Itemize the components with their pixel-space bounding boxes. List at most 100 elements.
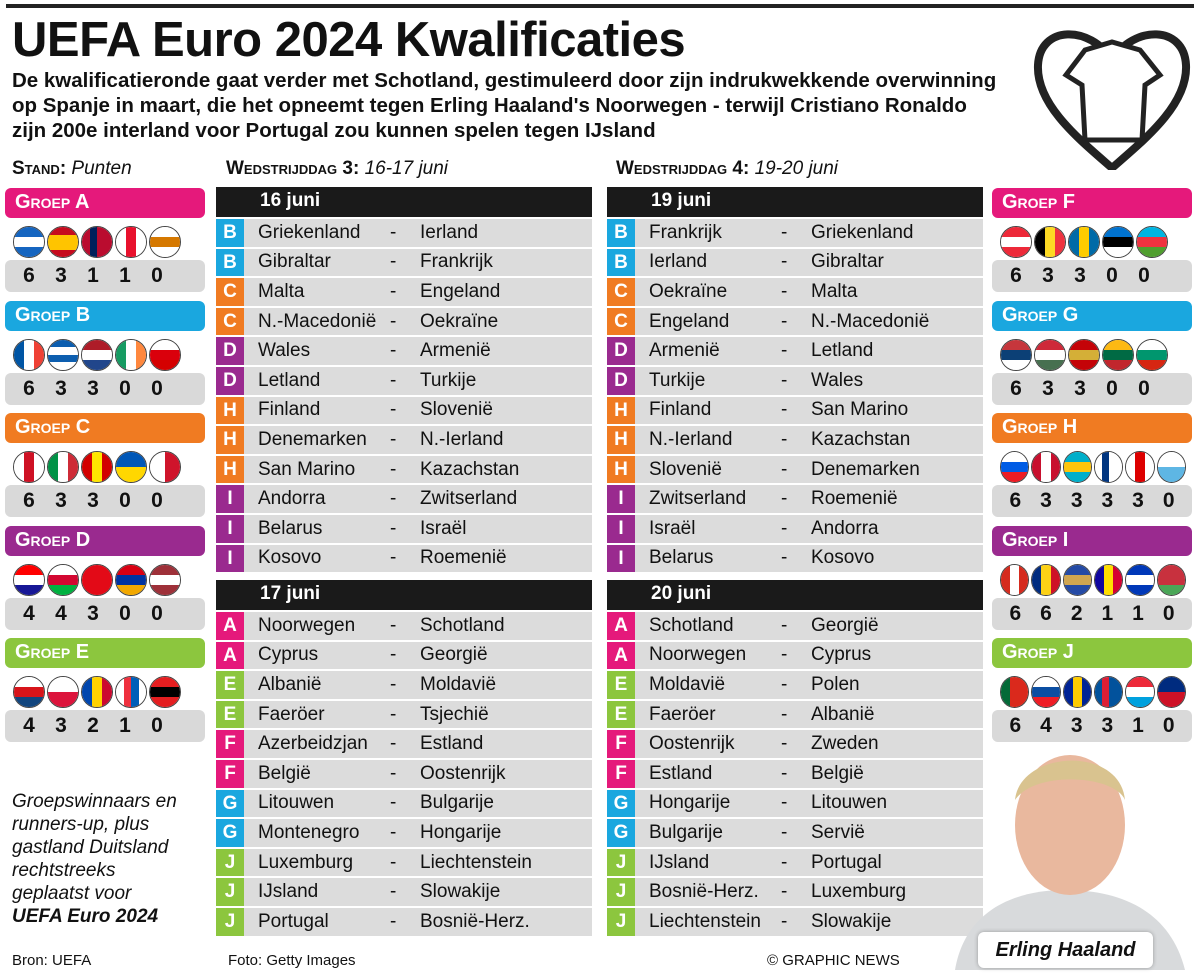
separator: - <box>390 733 397 755</box>
group-header: Groep E <box>5 638 205 668</box>
home-team: IJsland <box>258 881 319 903</box>
home-team: Montenegro <box>258 821 360 843</box>
points-value: 3 <box>87 601 99 625</box>
flag-icon <box>1125 451 1155 483</box>
away-team: Luxemburg <box>811 881 907 903</box>
flag-icon <box>1125 676 1155 708</box>
flag-icon <box>115 338 147 371</box>
separator: - <box>781 644 788 666</box>
away-team: Bosnië-Herz. <box>420 910 530 932</box>
points-value: 6 <box>1040 601 1052 625</box>
points-value: 6 <box>1009 714 1022 737</box>
away-team: Israël <box>420 517 467 539</box>
matchday4-heading: Wedstrijddag 4: 19-20 juni <box>616 158 839 179</box>
separator: - <box>390 221 397 243</box>
flag-icon <box>1031 451 1061 483</box>
flag-icon <box>13 338 45 371</box>
group-letter: D <box>216 337 244 365</box>
home-team: Moldavië <box>649 673 726 695</box>
home-team: Estland <box>649 762 713 784</box>
flag-icon <box>13 226 45 258</box>
points-value: 0 <box>1138 264 1150 287</box>
points-value: 6 <box>23 264 35 287</box>
points-value: 3 <box>87 489 99 512</box>
away-team: Tsjechië <box>420 703 489 725</box>
group-header: Groep F <box>992 188 1192 218</box>
group-letter: H <box>216 455 244 484</box>
group-letter: H <box>216 396 244 425</box>
separator: - <box>781 881 788 903</box>
group-letter: F <box>607 730 635 758</box>
match-row: B Griekenland - Ierland <box>216 217 592 247</box>
separator: - <box>390 910 397 932</box>
match-row: E Faeröer - Tsjechië <box>216 698 592 729</box>
group-letter: B <box>216 219 244 247</box>
match-row: C Oekraïne - Malta <box>607 276 983 306</box>
away-team: Zweden <box>811 733 879 755</box>
home-team: Hongarije <box>649 792 731 814</box>
home-team: Oostenrijk <box>649 733 735 755</box>
group-letter: A <box>216 641 244 670</box>
flag-icon <box>1136 338 1168 371</box>
home-team: Finland <box>649 399 712 421</box>
points-value: 6 <box>23 489 35 512</box>
away-team: Turkije <box>420 369 477 391</box>
separator: - <box>781 399 788 421</box>
home-team: Zwitserland <box>649 488 747 510</box>
flag-icon <box>149 676 181 708</box>
flag-icon <box>149 451 181 483</box>
group-letter: B <box>216 248 244 277</box>
group-letter: A <box>607 612 635 640</box>
match-row: H Finland - San Marino <box>607 394 983 425</box>
flag-icon <box>81 226 113 258</box>
points-value: 6 <box>1009 601 1022 625</box>
group-letter: J <box>216 848 244 877</box>
points-value: 0 <box>1138 376 1150 400</box>
match-row: H San Marino - Kazachstan <box>216 453 592 484</box>
match-row: A Noorwegen - Schotland <box>216 610 592 640</box>
flag-icon <box>1125 563 1155 596</box>
home-team: Schotland <box>649 614 734 636</box>
photo-caption: Erling Haaland <box>978 932 1153 968</box>
separator: - <box>781 310 788 332</box>
away-team: Armenië <box>420 340 491 362</box>
separator: - <box>390 280 397 302</box>
points-value: 3 <box>1101 714 1114 737</box>
away-team: Portugal <box>811 851 882 873</box>
match-row: B Frankrijk - Griekenland <box>607 217 983 247</box>
home-team: Albanië <box>258 673 322 695</box>
match-row: D Letland - Turkije <box>216 364 592 395</box>
flag-icon <box>1000 676 1030 708</box>
group-letter: J <box>607 907 635 936</box>
date-header: 16 juni <box>216 187 592 217</box>
points-value: 3 <box>1042 264 1054 287</box>
home-team: Slovenië <box>649 458 722 480</box>
match-row: J Luxemburg - Liechtenstein <box>216 846 592 877</box>
home-team: Armenië <box>649 340 720 362</box>
flag-icon <box>115 226 147 258</box>
home-team: Letland <box>258 369 321 391</box>
group-header: Groep D <box>5 525 205 556</box>
match-row: J Liechtenstein - Slowakije <box>607 905 983 936</box>
group-letter: E <box>607 671 635 699</box>
points-value: 6 <box>1010 264 1022 287</box>
flag-icon <box>149 338 181 371</box>
points-value: 3 <box>55 489 67 512</box>
separator: - <box>390 251 397 273</box>
home-team: Faeröer <box>258 703 325 725</box>
flag-icon <box>1102 338 1134 371</box>
points-value: 1 <box>87 264 99 287</box>
home-team: Frankrijk <box>649 221 722 243</box>
home-team: Litouwen <box>258 792 335 814</box>
away-team: Oekraïne <box>420 310 499 332</box>
match-row: A Schotland - Georgië <box>607 610 983 640</box>
home-team: Belarus <box>258 517 323 539</box>
page-title: UEFA Euro 2024 Kwalificaties <box>12 13 686 67</box>
match-row: E Albanië - Moldavië <box>216 669 592 699</box>
home-team: Cyprus <box>258 644 319 666</box>
source-text: Bron: UEFA <box>12 952 92 969</box>
